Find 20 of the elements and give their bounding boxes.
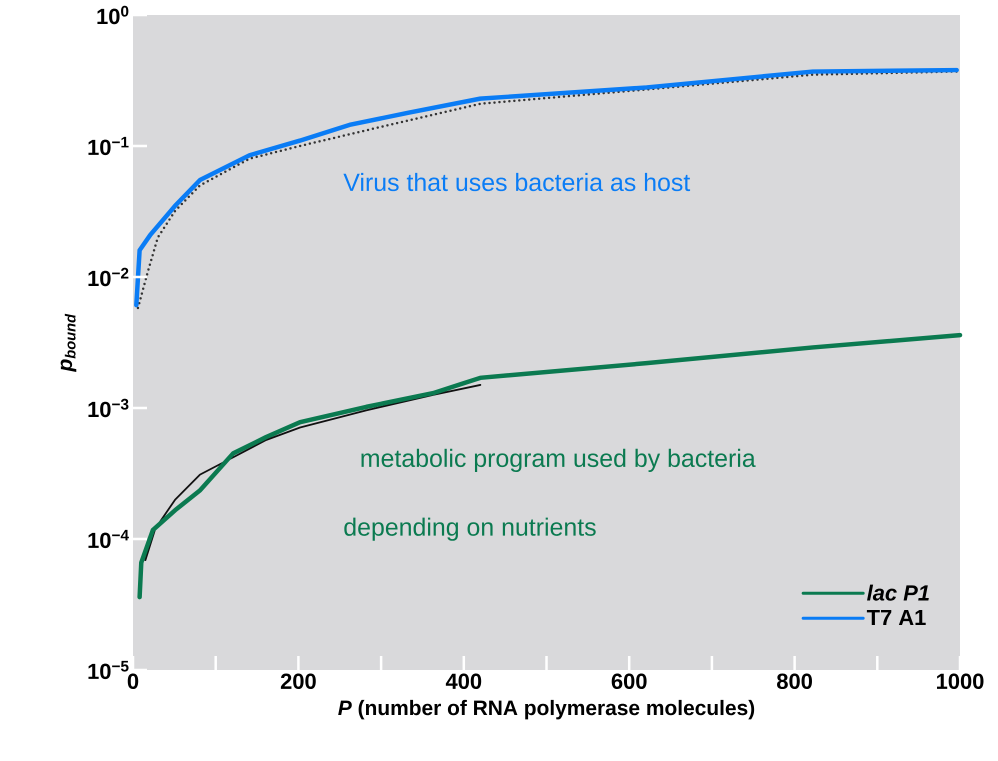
- y-tick-label: 10$^{0}$: [97, 6, 128, 24]
- annotation: Virus that uses bacteria as host: [343, 172, 690, 192]
- y-tick-label: 10$^{−5}$: [88, 660, 129, 680]
- y-tick-label: 10$^{−3}$: [88, 398, 128, 418]
- x-tick-label: 0: [128, 674, 138, 690]
- annotation: metabolic program used by bacteria: [361, 448, 756, 472]
- y-tick-label: 10$^{−4}$: [88, 530, 129, 548]
- x-tick-label: 200: [280, 674, 316, 690]
- x-tick-label: 800: [777, 674, 812, 690]
- x-tick-label: 1000: [937, 674, 984, 690]
- x-tick-label: 400: [446, 674, 482, 690]
- annotation: depending on nutrients: [344, 518, 596, 541]
- y-tick-label: 10$^{−1}$: [88, 136, 129, 156]
- x-tick-label: 600: [612, 674, 647, 690]
- legend-label: T7 A1: [866, 610, 926, 626]
- y-axis-title: p$_{bound}$: [60, 314, 76, 372]
- y-tick-label: 10$^{−2}$: [88, 268, 128, 286]
- line-series: [137, 332, 962, 600]
- x-axis-title: P (number of RNA polymerase molecules): [338, 700, 754, 720]
- legend-label: lac P1: [867, 584, 929, 601]
